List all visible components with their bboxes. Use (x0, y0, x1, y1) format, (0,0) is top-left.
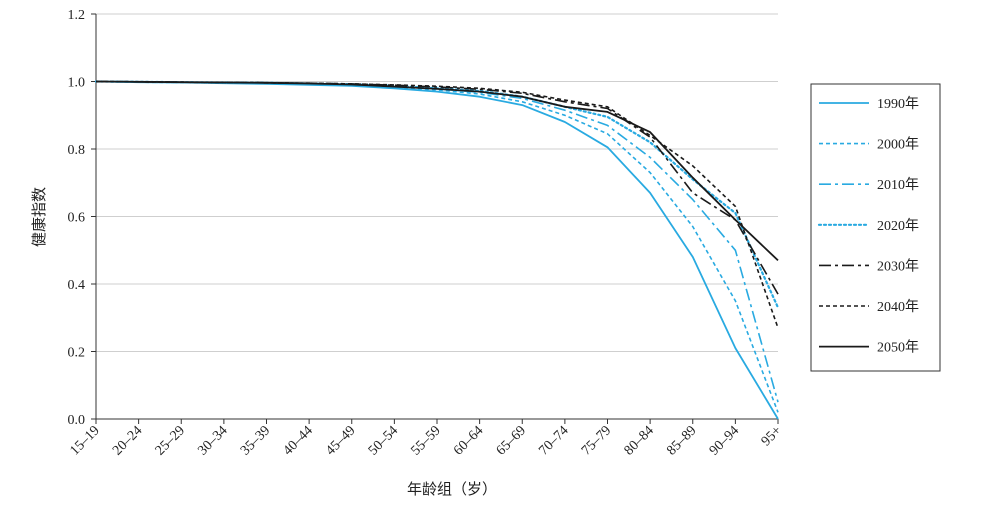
legend-label: 2000年 (877, 137, 919, 153)
series-line-2050年 (95, 80, 779, 262)
series-line-2010年 (95, 80, 779, 403)
x-tick-label: 35–39 (238, 423, 273, 458)
x-tick-label: 15–19 (67, 423, 102, 458)
x-tick-label: 45–49 (323, 423, 358, 458)
x-tick-label: 90–94 (707, 423, 742, 458)
x-tick-label: 30–34 (195, 423, 230, 458)
y-axis-title: 健康指数 (31, 187, 48, 247)
legend-label: 1990年 (877, 96, 919, 112)
legend-label: 2010年 (877, 177, 919, 193)
x-axis-title: 年龄组（岁） (407, 481, 497, 498)
x-tick-label: 55–59 (408, 423, 443, 458)
legend: 1990年 2000年 2010年 2020年 2030年 2040年 2050年 (810, 83, 941, 372)
x-tick-label: 65–69 (494, 423, 529, 458)
legend-label: 2030年 (877, 258, 919, 274)
series-line-2000年 (95, 80, 779, 413)
x-tick-label: 85–89 (664, 423, 699, 458)
legend-label: 2040年 (877, 299, 919, 315)
series-lines (94, 80, 780, 420)
series-line-1990年 (95, 80, 779, 420)
x-tick-label: 95+ (759, 423, 785, 449)
y-tick-label: 0.8 (68, 143, 86, 158)
x-tick-label: 25–29 (153, 423, 188, 458)
x-tick-label: 20–24 (110, 423, 145, 458)
series-line-2020年 (94, 80, 780, 309)
x-tick-label: 50–54 (366, 423, 401, 458)
x-tick-label: 70–74 (536, 423, 571, 458)
y-tick-label: 0.6 (68, 211, 86, 226)
y-tick-label: 1.0 (68, 76, 86, 91)
series-line-2030年 (95, 80, 779, 295)
x-tick-label: 40–44 (281, 423, 316, 458)
x-tick-labels: 15–19 20–24 25–29 30–34 35–39 40–44 45–49 50–54… (67, 423, 784, 458)
legend-label: 2050年 (877, 340, 919, 356)
axes (91, 13, 779, 424)
x-tick-label: 60–64 (451, 423, 486, 458)
y-tick-labels: 0.0 0.2 0.4 0.6 0.8 1.0 1.2 (68, 8, 86, 428)
y-tick-label: 1.2 (68, 8, 86, 23)
y-tick-label: 0.4 (68, 278, 86, 293)
y-tick-label: 0.2 (68, 346, 86, 361)
x-tick-label: 80–84 (622, 423, 657, 458)
legend-label: 2020年 (877, 218, 919, 234)
y-tick-label: 0.0 (68, 413, 86, 428)
x-tick-label: 75–79 (579, 423, 614, 458)
legend-box (810, 83, 941, 372)
